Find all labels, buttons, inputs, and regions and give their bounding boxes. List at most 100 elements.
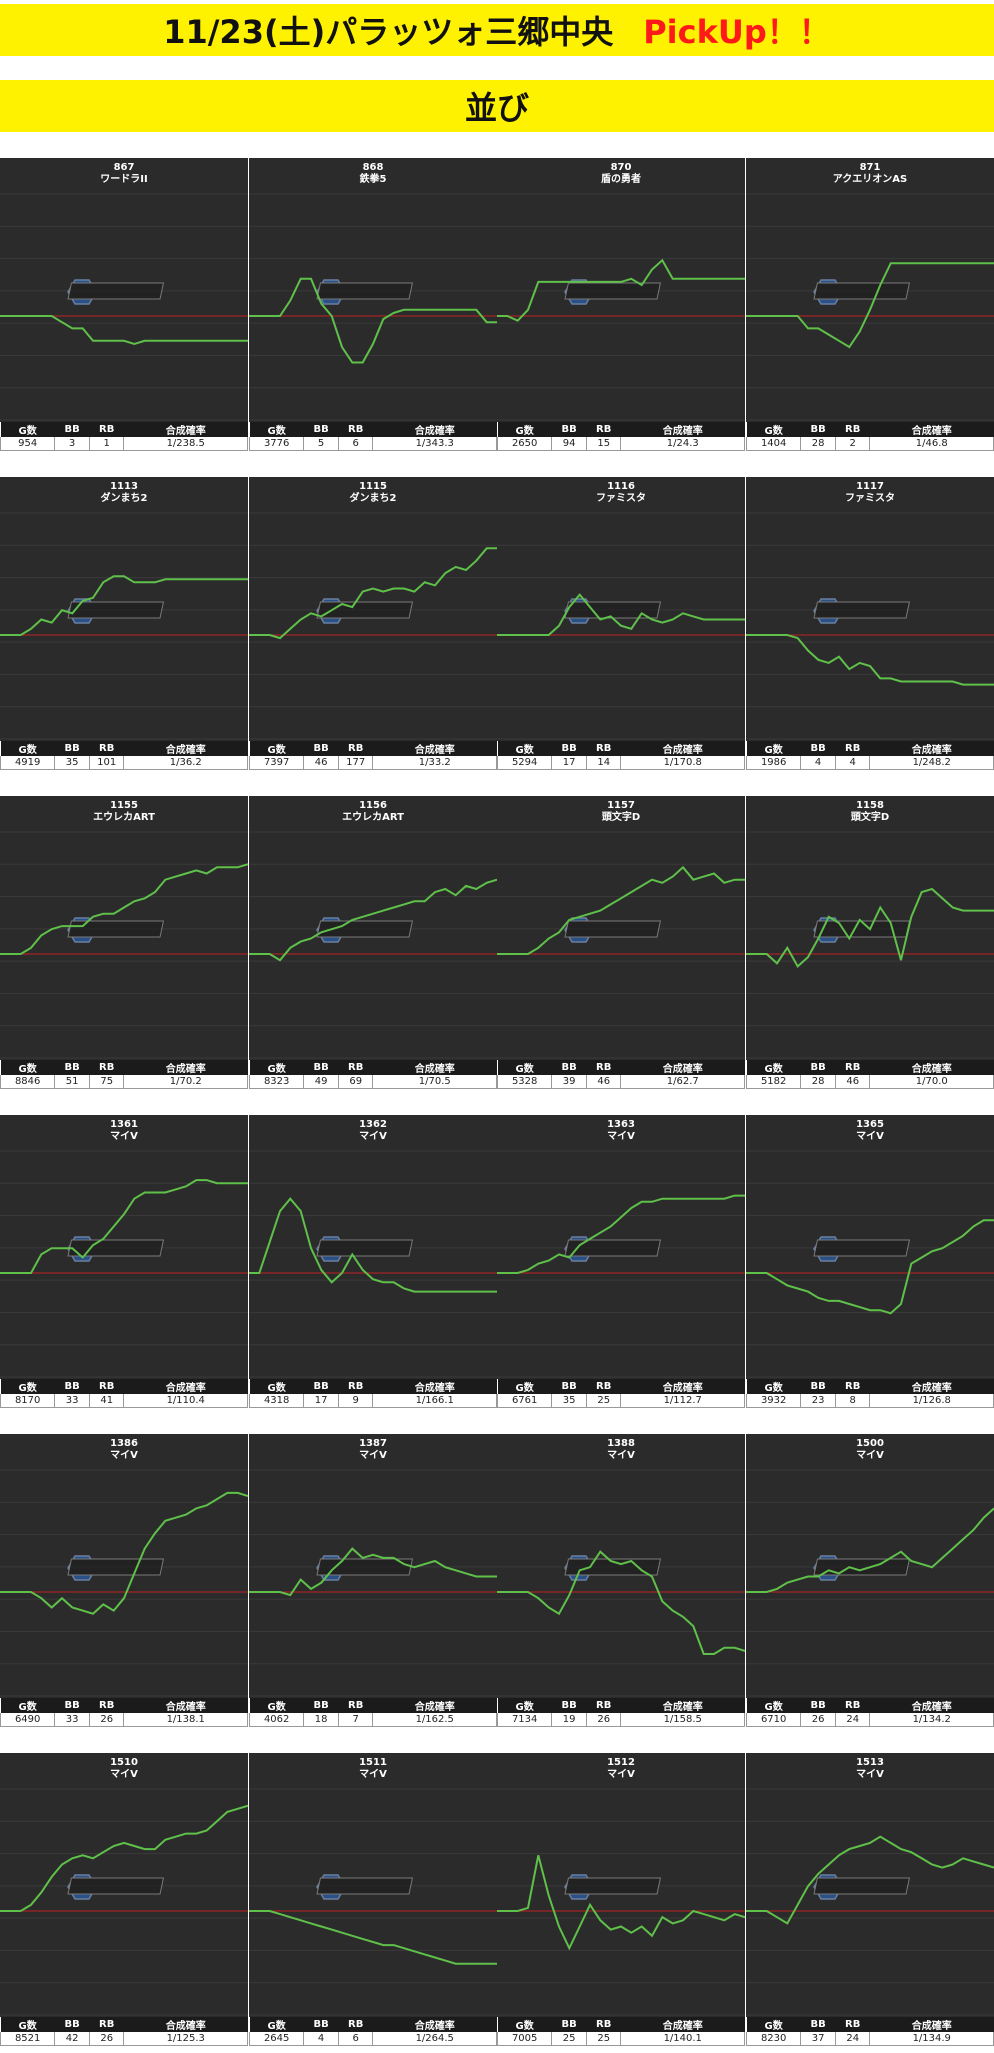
machine-card[interactable]: 1387 マイV G数 BB RB 合成確率 4062 18 7 1/162.5 bbox=[248, 1434, 497, 1730]
slump-line bbox=[746, 1219, 994, 1315]
stats-header-row: G数 BB RB 合成確率 bbox=[0, 1060, 248, 1075]
stats-header-rb: RB bbox=[835, 1698, 870, 1713]
stats-header-bb: BB bbox=[303, 741, 339, 756]
machine-card[interactable]: 868 鉄拳5 G数 BB RB 合成確率 3776 5 6 1/343.3 bbox=[248, 158, 497, 454]
stats-header-rb: RB bbox=[89, 1060, 124, 1075]
stats-header-g: G数 bbox=[746, 422, 801, 437]
machine-name: 盾の勇者 bbox=[601, 174, 641, 185]
stats-header-g: G数 bbox=[0, 422, 55, 437]
logo-wordmark bbox=[316, 1239, 414, 1257]
stats-header-bb: BB bbox=[800, 1379, 836, 1394]
stats-header-g: G数 bbox=[0, 1379, 55, 1394]
stats-header-g: G数 bbox=[249, 1698, 304, 1713]
logo-wordmark bbox=[564, 282, 662, 300]
machine-card[interactable]: 1361 マイV G数 BB RB 合成確率 8170 33 41 1/110.4 bbox=[0, 1115, 248, 1411]
machine-card[interactable]: 1156 エウレカART G数 BB RB 合成確率 8323 49 69 1/70.5 bbox=[248, 796, 497, 1092]
stats-bb-value: 49 bbox=[303, 1075, 339, 1089]
stats-header-rate: 合成確率 bbox=[372, 2017, 497, 2032]
stats-table: G数 BB RB 合成確率 3776 5 6 1/343.3 bbox=[248, 422, 497, 451]
slump-chart bbox=[497, 1753, 745, 2017]
machine-card[interactable]: 871 アクエリオンAS G数 BB RB 合成確率 1404 28 2 1/46.8 bbox=[745, 158, 994, 454]
slump-chart bbox=[746, 477, 994, 741]
slump-chart bbox=[249, 1115, 497, 1379]
machine-card[interactable]: 1388 マイV G数 BB RB 合成確率 7134 19 26 1/158.5 bbox=[496, 1434, 745, 1730]
stats-header-rb: RB bbox=[835, 2017, 870, 2032]
stats-rb-value: 6 bbox=[338, 2032, 374, 2046]
slump-chart bbox=[0, 158, 248, 422]
stats-rate-value: 1/140.1 bbox=[620, 2032, 745, 2046]
machine-header: 1361 マイV bbox=[0, 1115, 248, 1151]
stats-table: G数 BB RB 合成確率 5182 28 46 1/70.0 bbox=[745, 1060, 994, 1089]
machine-card[interactable]: 1155 エウレカART G数 BB RB 合成確率 8846 51 75 1/70.2 bbox=[0, 796, 248, 1092]
slump-line bbox=[249, 547, 497, 640]
watermark-logo bbox=[813, 1874, 911, 1900]
machine-card[interactable]: 1116 ファミスタ G数 BB RB 合成確率 5294 17 14 1/170.8 bbox=[496, 477, 745, 773]
stats-header-row: G数 BB RB 合成確率 bbox=[249, 1698, 497, 1713]
slump-chart bbox=[0, 477, 248, 741]
stats-rb-value: 24 bbox=[835, 1713, 871, 1727]
slump-chart bbox=[0, 1115, 248, 1379]
machine-number: 1362 bbox=[359, 1119, 387, 1130]
machine-header: 1500 マイV bbox=[746, 1434, 994, 1470]
machine-card[interactable]: 1362 マイV G数 BB RB 合成確率 4318 17 9 1/166.1 bbox=[248, 1115, 497, 1411]
slump-line bbox=[249, 277, 497, 364]
stats-value-row: 2650 94 15 1/24.3 bbox=[496, 437, 745, 451]
stats-header-row: G数 BB RB 合成確率 bbox=[497, 741, 745, 756]
stats-rb-value: 26 bbox=[586, 1713, 622, 1727]
machine-card[interactable]: 1513 マイV G数 BB RB 合成確率 8230 37 24 1/134.9 bbox=[745, 1753, 994, 2049]
machine-card[interactable]: 867 ワードラII G数 BB RB 合成確率 954 3 1 1/238.5 bbox=[0, 158, 248, 454]
machine-card[interactable]: 870 盾の勇者 G数 BB RB 合成確率 2650 94 15 1/24.3 bbox=[496, 158, 745, 454]
stats-value-row: 1404 28 2 1/46.8 bbox=[745, 437, 994, 451]
machine-number: 1387 bbox=[359, 1438, 387, 1449]
stats-header-g: G数 bbox=[0, 1060, 55, 1075]
slump-chart bbox=[249, 1753, 497, 2017]
machine-card[interactable]: 1115 ダンまち2 G数 BB RB 合成確率 7397 46 177 1/33.2 bbox=[248, 477, 497, 773]
machine-number: 1386 bbox=[110, 1438, 138, 1449]
machine-card[interactable]: 1512 マイV G数 BB RB 合成確率 7005 25 25 1/140.1 bbox=[496, 1753, 745, 2049]
stats-value-row: 8846 51 75 1/70.2 bbox=[0, 1075, 248, 1089]
machine-card[interactable]: 1500 マイV G数 BB RB 合成確率 6710 26 24 1/134.2 bbox=[745, 1434, 994, 1730]
stats-header-row: G数 BB RB 合成確率 bbox=[249, 422, 497, 437]
stats-header-row: G数 BB RB 合成確率 bbox=[0, 2017, 248, 2032]
stats-bb-value: 17 bbox=[551, 756, 587, 770]
machine-header: 1156 エウレカART bbox=[249, 796, 497, 832]
machine-header: 1386 マイV bbox=[0, 1434, 248, 1470]
machine-header: 1510 マイV bbox=[0, 1753, 248, 1789]
stats-rate-value: 1/134.2 bbox=[869, 1713, 994, 1727]
stats-header-bb: BB bbox=[551, 1060, 587, 1075]
stats-value-row: 4062 18 7 1/162.5 bbox=[248, 1713, 497, 1727]
stats-header-rate: 合成確率 bbox=[869, 2017, 994, 2032]
stats-header-rb: RB bbox=[835, 741, 870, 756]
machine-row: 1361 マイV G数 BB RB 合成確率 8170 33 41 1/110.4 1362 マイV G… bbox=[0, 1115, 994, 1415]
machine-row: 1155 エウレカART G数 BB RB 合成確率 8846 51 75 1/70.2 1156 エ… bbox=[0, 796, 994, 1096]
stats-table: G数 BB RB 合成確率 954 3 1 1/238.5 bbox=[0, 422, 248, 451]
machine-card[interactable]: 1158 頭文字D G数 BB RB 合成確率 5182 28 46 1/70.0 bbox=[745, 796, 994, 1092]
stats-header-rb: RB bbox=[586, 1060, 621, 1075]
machine-name: 頭文字D bbox=[601, 812, 641, 823]
machine-card[interactable]: 1113 ダンまち2 G数 BB RB 合成確率 4919 35 101 1/36.2 bbox=[0, 477, 248, 773]
machine-name: ファミスタ bbox=[845, 493, 895, 504]
machine-header: 867 ワードラII bbox=[0, 158, 248, 194]
machine-number: 1117 bbox=[856, 481, 884, 492]
stats-g-value: 6761 bbox=[496, 1394, 553, 1408]
stats-header-rate: 合成確率 bbox=[123, 1698, 248, 1713]
logo-wordmark bbox=[67, 282, 165, 300]
machine-number: 1156 bbox=[359, 800, 387, 811]
stats-header-bb: BB bbox=[303, 2017, 339, 2032]
machine-card[interactable]: 1365 マイV G数 BB RB 合成確率 3932 23 8 1/126.8 bbox=[745, 1115, 994, 1411]
stats-g-value: 4062 bbox=[248, 1713, 305, 1727]
stats-g-value: 7005 bbox=[496, 2032, 553, 2046]
machine-card[interactable]: 1386 マイV G数 BB RB 合成確率 6490 33 26 1/138.1 bbox=[0, 1434, 248, 1730]
stats-header-row: G数 BB RB 合成確率 bbox=[746, 741, 994, 756]
stats-header-g: G数 bbox=[249, 1379, 304, 1394]
machine-card[interactable]: 1510 マイV G数 BB RB 合成確率 8521 42 26 1/125.3 bbox=[0, 1753, 248, 2049]
stats-header-rb: RB bbox=[338, 741, 373, 756]
stats-bb-value: 28 bbox=[800, 437, 836, 451]
machine-card[interactable]: 1157 頭文字D G数 BB RB 合成確率 5328 39 46 1/62.7 bbox=[496, 796, 745, 1092]
machine-card[interactable]: 1363 マイV G数 BB RB 合成確率 6761 35 25 1/112.7 bbox=[496, 1115, 745, 1411]
machine-card[interactable]: 1511 マイV G数 BB RB 合成確率 2645 4 6 1/264.5 bbox=[248, 1753, 497, 2049]
machine-card[interactable]: 1117 ファミスタ G数 BB RB 合成確率 1986 4 4 1/248.2 bbox=[745, 477, 994, 773]
machine-header: 1511 マイV bbox=[249, 1753, 497, 1789]
slump-chart bbox=[497, 1115, 745, 1379]
machine-row: 1510 マイV G数 BB RB 合成確率 8521 42 26 1/125.3 1511 マイV G… bbox=[0, 1753, 994, 2053]
